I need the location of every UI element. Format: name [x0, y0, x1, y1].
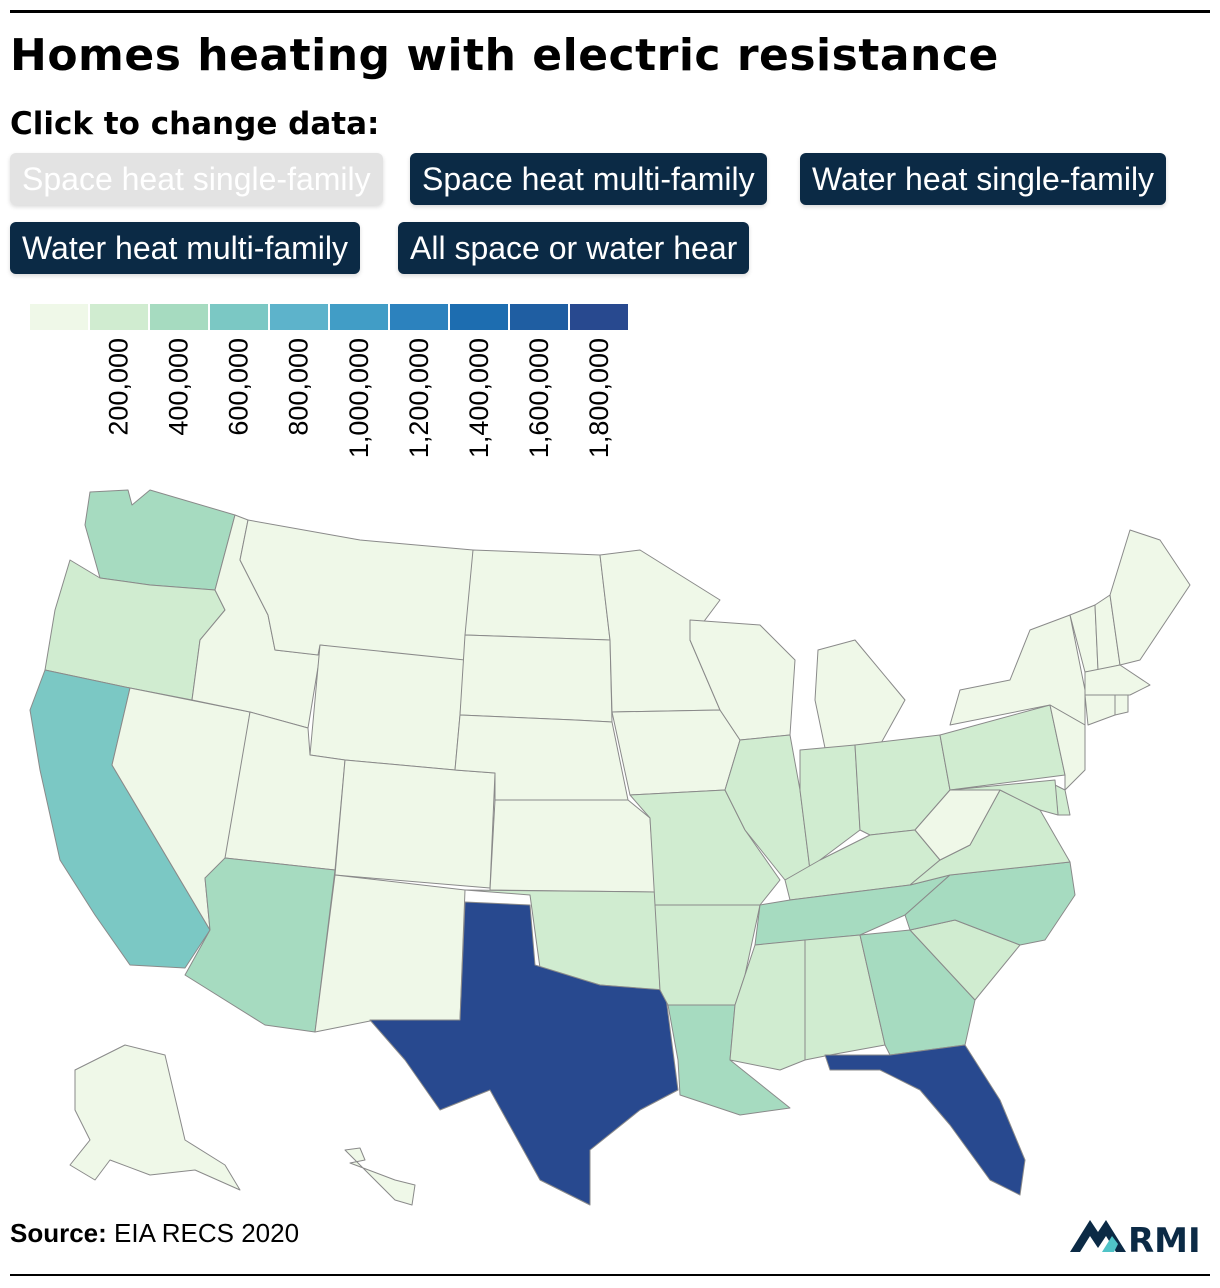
state-NY[interactable]: [949, 614, 1086, 726]
state-IA[interactable]: [611, 709, 741, 796]
legend-swatch: [30, 304, 88, 330]
legend-tick: 400,000: [134, 338, 194, 478]
state-MI[interactable]: [814, 639, 906, 749]
state-WA[interactable]: [84, 489, 236, 591]
all-space-or-water-button[interactable]: All space or water hear: [398, 222, 750, 274]
legend-tick-label: 1,000,000: [344, 338, 374, 459]
legend-tick-label: 1,600,000: [524, 338, 554, 459]
state-CO[interactable]: [334, 759, 496, 889]
legend-tick: 1,200,000: [374, 338, 434, 478]
legend-tick: 1,600,000: [494, 338, 554, 478]
state-HI[interactable]: [344, 1147, 416, 1206]
state-CT[interactable]: [1084, 694, 1116, 726]
state-FL[interactable]: [824, 1044, 1026, 1196]
state-AZ[interactable]: [184, 857, 336, 1033]
source-label: Source:: [10, 1218, 107, 1248]
state-MA[interactable]: [1084, 664, 1151, 696]
legend-swatch: [570, 304, 628, 330]
legend-tick-label: 600,000: [224, 338, 254, 436]
legend-tick-label: 400,000: [164, 338, 194, 436]
state-NJ[interactable]: [1049, 704, 1086, 791]
buttons-heading: Click to change data:: [10, 106, 380, 142]
legend-swatch: [270, 304, 328, 330]
legend-swatch: [150, 304, 208, 330]
state-NM[interactable]: [314, 874, 466, 1033]
legend-swatch: [330, 304, 388, 330]
source-text: EIA RECS 2020: [114, 1218, 300, 1248]
state-TX[interactable]: [369, 901, 679, 1206]
legend-tick: 600,000: [194, 338, 254, 478]
state-SD[interactable]: [459, 634, 613, 723]
legend-tick-label: 1,400,000: [464, 338, 494, 459]
state-WV[interactable]: [914, 789, 1001, 861]
water-heat-multi-family-button[interactable]: Water heat multi-family: [10, 222, 360, 274]
us-choropleth-map: [29, 489, 1191, 1206]
state-MT[interactable]: [239, 519, 474, 666]
legend-tick: 200,000: [74, 338, 134, 478]
state-RI[interactable]: [1114, 694, 1129, 716]
state-ME[interactable]: [1109, 529, 1191, 666]
legend-swatch: [90, 304, 148, 330]
state-MD[interactable]: [949, 779, 1059, 816]
rmi-logo-icon: RMI: [1070, 1220, 1201, 1256]
bottom-rule: [10, 1274, 1210, 1276]
space-heat-single-family-button[interactable]: Space heat single-family: [10, 153, 383, 205]
legend-tick-label: 1,200,000: [404, 338, 434, 459]
chart-title: Homes heating with electric resistance: [10, 30, 999, 81]
state-AK[interactable]: [69, 1044, 241, 1191]
space-heat-multi-family-button[interactable]: Space heat multi-family: [410, 153, 767, 205]
state-ND[interactable]: [464, 549, 611, 641]
legend-tick: 1,000,000: [314, 338, 374, 478]
legend-tick-label: 200,000: [104, 338, 134, 436]
legend-tick: 1,400,000: [434, 338, 494, 478]
legend-swatch: [210, 304, 268, 330]
state-AL[interactable]: [804, 934, 886, 1061]
state-WY[interactable]: [309, 644, 466, 771]
legend-tick: 800,000: [254, 338, 314, 478]
legend-tick: 1,800,000: [554, 338, 614, 478]
legend-swatch: [390, 304, 448, 330]
legend-swatch: [510, 304, 568, 330]
state-KS[interactable]: [489, 799, 656, 893]
svg-text:RMI: RMI: [1128, 1221, 1201, 1256]
legend-swatch: [450, 304, 508, 330]
water-heat-single-family-button[interactable]: Water heat single-family: [800, 153, 1167, 205]
top-rule: [10, 10, 1210, 13]
legend-tick-label: 800,000: [284, 338, 314, 436]
legend-tick-label: 1,800,000: [584, 338, 614, 459]
source-note: Source: EIA RECS 2020: [10, 1218, 299, 1249]
